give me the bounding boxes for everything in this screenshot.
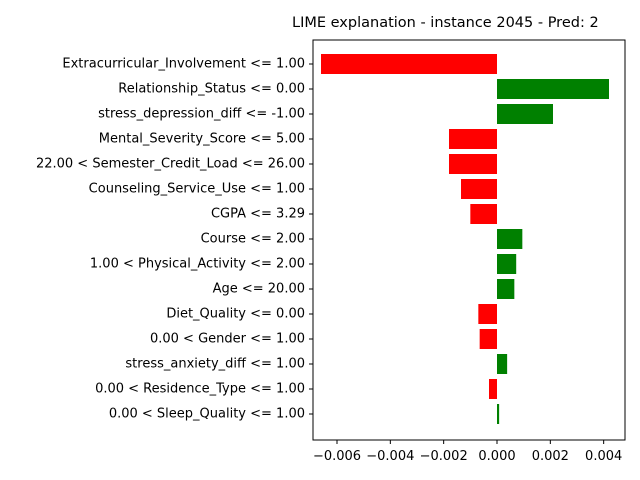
x-tick-label: 0.000 [478,449,515,464]
bar [321,54,497,74]
bar [497,104,553,124]
y-tick-label: Age <= 20.00 [213,282,305,297]
bar [497,279,515,299]
y-tick-label: CGPA <= 3.29 [211,207,305,222]
y-tick-label: Course <= 2.00 [201,232,305,247]
y-ticks-group: Extracurricular_Involvement <= 1.00 Relat… [36,57,313,422]
bar [461,179,497,199]
bar [449,154,497,174]
bar [478,304,497,324]
bar [497,79,609,99]
y-tick-label: Mental_Severity_Score <= 5.00 [99,132,305,147]
x-tick-label: 0.002 [532,449,569,464]
y-tick-label: 1.00 < Physical_Activity <= 2.00 [90,257,305,272]
x-tick-label: −0.006 [313,449,361,464]
bars-group [321,54,609,424]
bar [449,129,497,149]
bar [497,354,508,374]
y-tick-label: Relationship_Status <= 0.00 [118,82,305,97]
y-tick-label: stress_depression_diff <= -1.00 [98,107,305,122]
chart-title: LIME explanation - instance 2045 - Pred:… [292,15,599,31]
y-tick-label: stress_anxiety_diff <= 1.00 [125,357,305,372]
plot-frame [312,39,626,441]
bar [479,329,497,349]
y-tick-label: 0.00 < Sleep_Quality <= 1.00 [109,407,305,422]
y-tick-label: 0.00 < Residence_Type <= 1.00 [95,382,305,397]
y-tick-label: Diet_Quality <= 0.00 [166,307,305,322]
x-tick-label: 0.004 [585,449,622,464]
bar [470,204,497,224]
y-tick-label: Counseling_Service_Use <= 1.00 [89,182,305,197]
x-tick-label: −0.002 [420,449,468,464]
y-tick-label: 0.00 < Gender <= 1.00 [150,332,305,347]
bar [497,254,517,274]
bar [489,379,497,399]
x-ticks-group: −0.006 −0.004 −0.002 0.000 0.002 0.004 [313,440,622,464]
x-tick-label: −0.004 [366,449,414,464]
bar [497,404,500,424]
y-tick-label: Extracurricular_Involvement <= 1.00 [62,57,305,72]
bar [497,229,523,249]
y-tick-label: 22.00 < Semester_Credit_Load <= 26.00 [36,157,305,172]
